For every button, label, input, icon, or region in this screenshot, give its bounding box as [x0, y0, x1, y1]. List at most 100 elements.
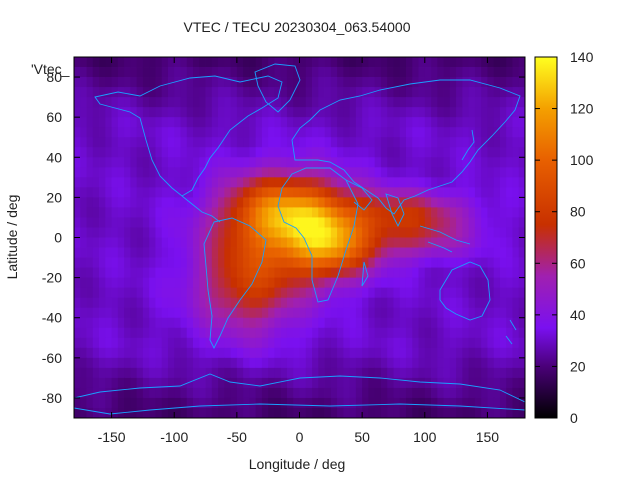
heatmap-cell: [518, 287, 525, 299]
heatmap-cell: [312, 147, 319, 158]
heatmap-cell: [86, 177, 94, 188]
heatmap-cell: [499, 327, 507, 339]
heatmap-cell: [380, 167, 388, 178]
heatmap-cell: [312, 347, 319, 359]
heatmap-cell: [462, 217, 470, 228]
heatmap-cell: [474, 307, 482, 319]
heatmap-cell: [92, 77, 100, 88]
heatmap-cell: [418, 367, 426, 379]
heatmap-cell: [193, 367, 200, 379]
heatmap-cell: [211, 77, 219, 88]
heatmap-cell: [149, 247, 156, 258]
heatmap-cell: [280, 407, 288, 418]
heatmap-cell: [218, 187, 225, 198]
heatmap-cell: [286, 277, 294, 289]
heatmap-cell: [130, 397, 138, 409]
heatmap-cell: [92, 257, 100, 268]
heatmap-cell: [74, 107, 81, 118]
heatmap-cell: [343, 357, 351, 369]
heatmap-cell: [86, 167, 94, 178]
heatmap-cell: [368, 177, 376, 188]
heatmap-cell: [324, 387, 332, 399]
heatmap-cell: [418, 317, 426, 329]
heatmap-cell: [330, 67, 338, 78]
heatmap-cell: [161, 287, 169, 299]
heatmap-cell: [74, 177, 81, 188]
heatmap-cell: [305, 187, 313, 198]
heatmap-cell: [149, 147, 156, 158]
heatmap-cell: [255, 87, 263, 98]
heatmap-cell: [368, 157, 376, 168]
heatmap-cell: [474, 387, 482, 399]
heatmap-cell: [186, 317, 194, 329]
heatmap-cell: [362, 227, 369, 238]
heatmap-cell: [468, 407, 476, 418]
heatmap-cell: [506, 337, 513, 349]
heatmap-cell: [337, 57, 344, 68]
heatmap-cell: [142, 137, 150, 148]
heatmap-cell: [224, 137, 231, 148]
heatmap-cell: [318, 57, 325, 68]
heatmap-cell: [293, 137, 300, 148]
heatmap-cell: [280, 347, 288, 359]
heatmap-cell: [374, 207, 382, 218]
heatmap-cell: [74, 337, 81, 349]
heatmap-cell: [205, 237, 213, 248]
heatmap-cell: [456, 67, 463, 78]
heatmap-cell: [136, 337, 144, 349]
heatmap-cell: [449, 397, 457, 409]
heatmap-cell: [355, 217, 363, 228]
heatmap-cell: [305, 77, 313, 88]
heatmap-cell: [117, 67, 125, 78]
heatmap-cell: [324, 107, 332, 118]
heatmap-cell: [261, 337, 269, 349]
heatmap-cell: [499, 347, 507, 359]
heatmap-cell: [468, 187, 476, 198]
coastline-india: [385, 193, 405, 228]
heatmap-cell: [487, 257, 495, 268]
heatmap-cell: [474, 367, 482, 379]
heatmap-cell: [111, 327, 119, 339]
heatmap-cell: [280, 227, 288, 238]
heatmap-cell: [249, 227, 257, 238]
heatmap-cell: [167, 157, 175, 168]
heatmap-cell: [161, 377, 169, 389]
heatmap-cell: [149, 377, 156, 389]
heatmap-cell: [493, 297, 501, 309]
heatmap-cell: [456, 347, 463, 359]
heatmap-cell: [286, 107, 294, 118]
heatmap-cell: [105, 307, 112, 319]
heatmap-cell: [355, 227, 363, 238]
heatmap-cell: [399, 397, 407, 409]
heatmap-cell: [468, 67, 476, 78]
heatmap-cell: [130, 207, 138, 218]
heatmap-cell: [124, 77, 131, 88]
heatmap-cell: [136, 237, 144, 248]
heatmap-cell: [280, 167, 288, 178]
heatmap-cell: [337, 327, 344, 339]
heatmap-cell: [205, 337, 213, 349]
heatmap-cell: [312, 207, 319, 218]
heatmap-cell: [174, 397, 181, 409]
heatmap-cell: [468, 217, 476, 228]
heatmap-cell: [92, 227, 100, 238]
heatmap-cell: [161, 297, 169, 309]
heatmap-cell: [312, 57, 319, 68]
heatmap-cell: [512, 77, 520, 88]
heatmap-cell: [380, 207, 388, 218]
heatmap-cell: [362, 157, 369, 168]
heatmap-cell: [481, 117, 488, 128]
heatmap-cell: [362, 167, 369, 178]
heatmap-cell: [286, 267, 294, 279]
heatmap-cell: [136, 357, 144, 369]
heatmap-cell: [167, 167, 175, 178]
heatmap-cell: [111, 177, 119, 188]
heatmap-cell: [462, 107, 470, 118]
heatmap-cell: [130, 77, 138, 88]
heatmap-cell: [431, 257, 438, 268]
heatmap-cell: [193, 257, 200, 268]
heatmap-cell: [243, 107, 250, 118]
heatmap-cell: [74, 387, 81, 399]
heatmap-cell: [506, 297, 513, 309]
heatmap-cell: [293, 227, 300, 238]
